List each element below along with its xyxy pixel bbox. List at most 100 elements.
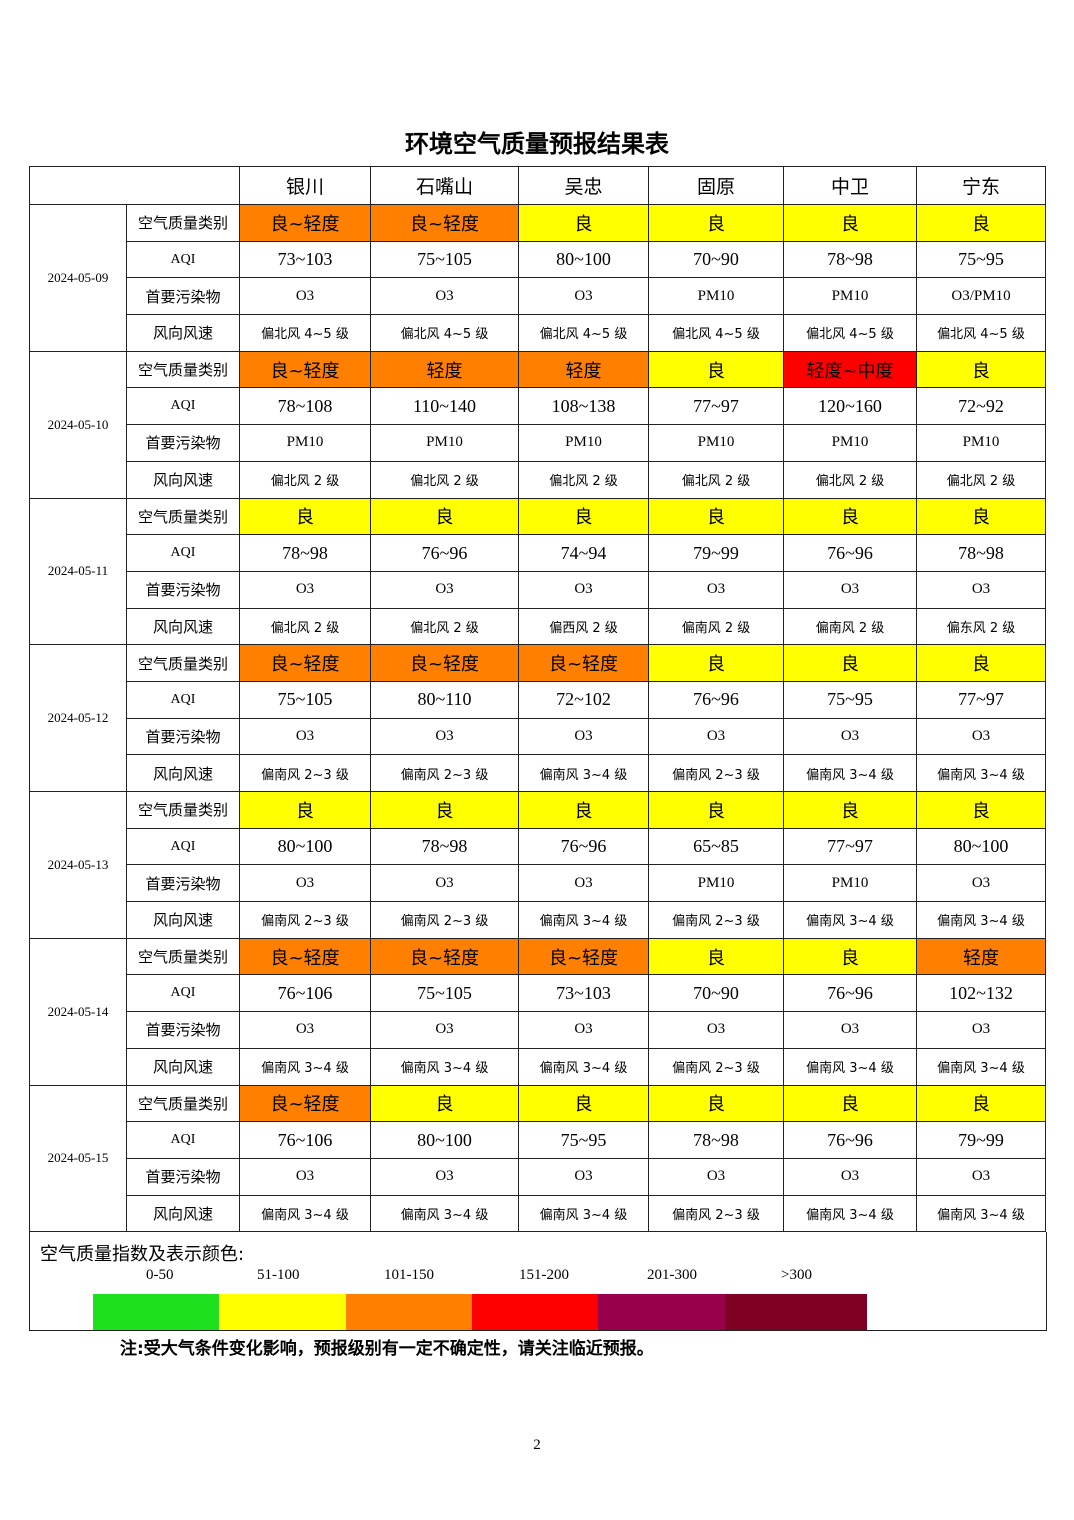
category-cell: 良 [518, 791, 649, 829]
category-cell: 良 [648, 204, 784, 242]
pollutant-cell: O3 [916, 570, 1046, 609]
category-cell: 良 [239, 497, 371, 536]
category-cell: 良 [783, 937, 917, 976]
aqi-cell: 120~160 [783, 387, 917, 426]
pollutant-cell: PM10 [239, 424, 371, 462]
category-cell: 良 [518, 497, 649, 536]
city-header: 固原 [648, 166, 784, 205]
row-label-category: 空气质量类别 [126, 350, 240, 389]
table-row-wind: 风向风速 偏南风 3~4 级偏南风 3~4 级偏南风 3~4 级偏南风 2~3 级… [30, 1047, 1046, 1086]
corner-cell [29, 166, 240, 205]
city-header: 中卫 [783, 166, 917, 205]
aqi-cell: 76~106 [239, 1121, 371, 1159]
table-row-aqi: AQI 76~106 80~100 75~95 78~98 76~96 79~99 [30, 1121, 1046, 1159]
wind-cell: 偏南风 2~3 级 [239, 754, 371, 792]
wind-cell: 偏南风 3~4 级 [783, 1047, 917, 1086]
table-row-aqi: AQI 78~98 76~96 74~94 79~99 76~96 78~98 [30, 534, 1046, 572]
category-cell: 良 [916, 350, 1046, 389]
category-cell: 良 [916, 644, 1046, 682]
row-label-aqi: AQI [126, 534, 240, 572]
row-label-wind: 风向风速 [126, 314, 240, 352]
category-cell: 良 [916, 497, 1046, 536]
wind-cell: 偏南风 3~4 级 [916, 901, 1046, 939]
pollutant-cell: O3 [370, 1011, 519, 1049]
table-row-wind: 风向风速 偏南风 3~4 级偏南风 3~4 级偏南风 3~4 级偏南风 2~3 级… [30, 1194, 1046, 1233]
table-row-category: 2024-05-09 空气质量类别 良~轻度 良~轻度良良良良 [29, 204, 1046, 352]
row-label-pollutant: 首要污染物 [126, 570, 240, 609]
forecast-note: 注:受大气条件变化影响，预报级别有一定不确定性，请关注临近预报。 [120, 1339, 654, 1359]
page-title: 环境空气质量预报结果表 [405, 130, 669, 158]
pollutant-cell: O3 [916, 717, 1046, 756]
pollutant-cell: O3 [916, 1157, 1046, 1196]
table-row-category: 2024-05-11 空气质量类别良良良良良良 [29, 497, 1046, 646]
category-cell: 良 [239, 791, 371, 829]
wind-cell: 偏北风 2 级 [518, 460, 649, 499]
table-row-category: 2024-05-14 空气质量类别 良~轻度 良~轻度 良~轻度良良轻度 [29, 937, 1046, 1086]
wind-cell: 偏南风 2 级 [648, 607, 784, 646]
category-cell: 良 [648, 1084, 784, 1123]
category-cell: 良 [783, 204, 917, 242]
legend-color-swatch [346, 1294, 472, 1330]
wind-cell: 偏南风 3~4 级 [370, 1047, 519, 1086]
row-label-category: 空气质量类别 [126, 497, 240, 536]
wind-cell: 偏南风 3~4 级 [518, 754, 649, 792]
table-row-aqi: AQI 76~106 75~105 73~103 70~90 76~96 102~132 [30, 974, 1046, 1013]
aqi-cell: 75~95 [916, 240, 1046, 279]
row-label-wind: 风向风速 [126, 1194, 240, 1233]
pollutant-cell: O3 [783, 1011, 917, 1049]
aqi-cell: 70~90 [648, 974, 784, 1013]
legend-range-label: 151-200 [519, 1267, 569, 1283]
row-label-pollutant: 首要污染物 [126, 864, 240, 903]
aqi-cell: 78~98 [239, 534, 371, 572]
category-cell: 良 [648, 791, 784, 829]
category-cell: 良 [916, 204, 1046, 242]
wind-cell: 偏南风 3~4 级 [783, 1194, 917, 1233]
wind-cell: 偏南风 3~4 级 [239, 1047, 371, 1086]
wind-cell: 偏北风 4~5 级 [783, 314, 917, 352]
table-row-category: 2024-05-15 空气质量类别 良~轻度良良良良良 [29, 1084, 1046, 1233]
category-cell: 轻度 [518, 350, 649, 389]
legend-range-label: 0-50 [146, 1267, 174, 1283]
date-cell: 2024-05-14 [29, 937, 127, 1086]
row-label-category: 空气质量类别 [126, 644, 240, 682]
wind-cell: 偏南风 2~3 级 [648, 1194, 784, 1233]
pollutant-cell: O3 [518, 277, 649, 316]
legend-range-label: 101-150 [384, 1267, 434, 1283]
legend-color-swatch [725, 1294, 867, 1330]
wind-cell: 偏南风 3~4 级 [783, 754, 917, 792]
wind-cell: 偏北风 4~5 级 [518, 314, 649, 352]
table-row-pollutant: 首要污染物 O3 O3 O3 PM10 PM10 O3 [30, 864, 1046, 903]
pollutant-cell: O3 [370, 864, 519, 903]
aqi-cell: 78~98 [783, 240, 917, 279]
aqi-cell: 79~99 [648, 534, 784, 572]
date-cell: 2024-05-13 [29, 791, 127, 939]
table-row-aqi: AQI 78~108 110~140 108~138 77~97 120~160 72~92 [30, 387, 1046, 426]
date-cell: 2024-05-10 [29, 350, 127, 499]
pollutant-cell: O3 [518, 864, 649, 903]
table-row-aqi: AQI 80~100 78~98 76~96 65~85 77~97 80~100 [30, 827, 1046, 866]
category-cell: 轻度 [370, 350, 519, 389]
city-header: 银川 [239, 166, 371, 205]
pollutant-cell: O3 [648, 717, 784, 756]
aqi-cell: 76~106 [239, 974, 371, 1013]
category-cell: 良~轻度 [518, 644, 649, 682]
pollutant-cell: O3 [239, 864, 371, 903]
pollutant-cell: O3 [648, 1011, 784, 1049]
wind-cell: 偏南风 3~4 级 [783, 901, 917, 939]
row-label-aqi: AQI [126, 240, 240, 279]
table-row-category: 2024-05-10 空气质量类别 良~轻度 轻度 轻度良轻度~中度良 [29, 350, 1046, 499]
wind-cell: 偏南风 3~4 级 [916, 1047, 1046, 1086]
aqi-cell: 78~98 [916, 534, 1046, 572]
pollutant-cell: PM10 [648, 424, 784, 462]
category-cell: 良 [648, 644, 784, 682]
header-row: 银川 石嘴山 吴忠 固原 中卫 宁东 [29, 166, 1046, 205]
row-label-category: 空气质量类别 [126, 791, 240, 829]
aqi-cell: 76~96 [783, 534, 917, 572]
wind-cell: 偏南风 3~4 级 [916, 1194, 1046, 1233]
aqi-cell: 75~105 [370, 974, 519, 1013]
pollutant-cell: PM10 [916, 424, 1046, 462]
table-row-pollutant: 首要污染物 O3 O3 O3 O3 O3 O3 [30, 1011, 1046, 1049]
table-row-wind: 风向风速 偏北风 2 级偏北风 2 级偏北风 2 级偏北风 2 级偏北风 2 级偏… [30, 460, 1046, 499]
aqi-cell: 65~85 [648, 827, 784, 866]
aqi-cell: 77~97 [648, 387, 784, 426]
